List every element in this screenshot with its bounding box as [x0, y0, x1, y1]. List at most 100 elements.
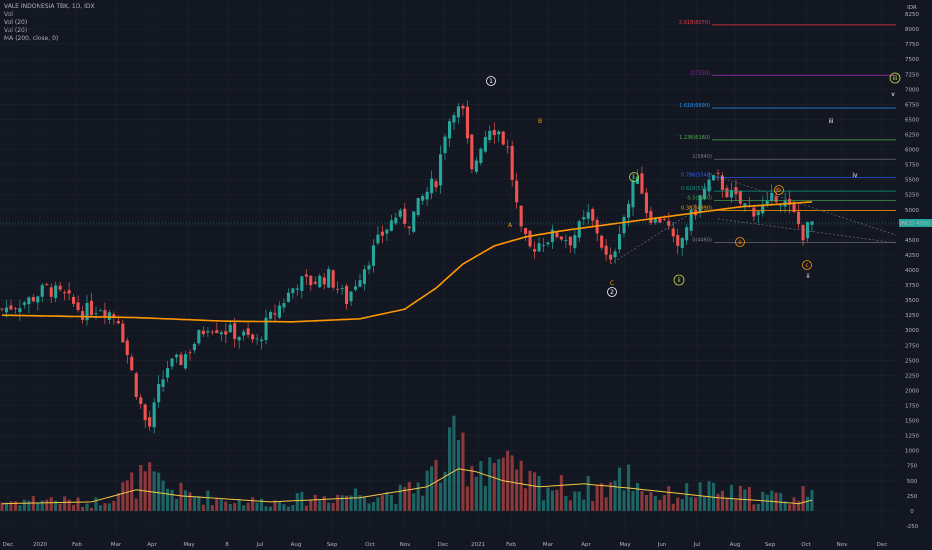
time-tick: Dec — [438, 542, 449, 548]
volume-bar — [385, 492, 389, 511]
volume-bar — [251, 497, 255, 511]
volume-bar — [618, 467, 622, 511]
indicator-vol[interactable]: Vol — [4, 11, 13, 18]
volume-bar — [465, 486, 469, 511]
time-tick: Dec — [877, 542, 888, 548]
candle-body — [564, 240, 568, 241]
volume-bar — [515, 469, 519, 511]
candle-body — [515, 180, 519, 203]
volume-bar — [206, 490, 210, 511]
wave-circle — [629, 172, 639, 182]
volume-bar — [533, 472, 537, 511]
candle-body — [506, 146, 510, 148]
volume-bar — [528, 470, 532, 511]
volume-bar — [550, 490, 554, 511]
volume-bar — [210, 505, 214, 511]
volume-bar — [510, 455, 514, 511]
candle-body — [474, 160, 478, 172]
candle-body — [470, 134, 474, 170]
volume-bar — [631, 491, 635, 511]
candle-body — [201, 330, 205, 335]
fib-label: 0.382(4990) — [681, 205, 712, 211]
candle-body — [488, 130, 492, 140]
volume-bar — [295, 493, 299, 511]
time-tick: Mar — [543, 542, 554, 548]
candle-body — [555, 232, 559, 238]
price-tick: 8000 — [905, 27, 919, 33]
candle-body — [107, 312, 111, 320]
volume-bar — [797, 500, 801, 511]
candle-body — [667, 221, 671, 226]
candle-body — [671, 228, 675, 237]
volume-bar — [125, 480, 129, 511]
candle-body — [161, 379, 165, 387]
candle-body — [197, 330, 201, 344]
candle-body — [72, 297, 76, 304]
candle-body — [676, 235, 680, 246]
candle-body — [76, 302, 80, 310]
candle-body — [631, 180, 635, 208]
candle-body — [166, 368, 170, 378]
candle-body — [255, 338, 259, 340]
volume-bar — [27, 500, 31, 511]
candle-body — [662, 219, 666, 221]
volume-bar — [134, 498, 138, 511]
candle-body — [327, 269, 331, 288]
volume-bar — [412, 493, 416, 511]
volume-bar — [269, 506, 273, 511]
volume-bar — [524, 488, 528, 511]
wave-label: 2 — [610, 289, 614, 296]
indicator-ma200[interactable]: MA (200, close, 0) — [4, 35, 59, 42]
volume-bar — [362, 496, 366, 511]
candle-body — [45, 284, 49, 285]
chart-legend: VALE INDONESIA TBK, 1D, IDX Vol Vol (20)… — [4, 3, 95, 43]
candle-body — [318, 275, 322, 288]
candle-body — [586, 212, 590, 219]
volume-bar — [600, 483, 604, 511]
volume-bar — [456, 440, 460, 511]
candle-body — [112, 314, 116, 318]
candle-body — [448, 121, 452, 139]
volume-bar — [9, 501, 13, 511]
volume-bar — [448, 427, 452, 511]
volume-bar — [224, 501, 228, 511]
candle-body — [541, 245, 545, 246]
price-tick: 6000 — [905, 148, 919, 154]
volume-bar — [653, 496, 657, 511]
candle-body — [394, 217, 398, 224]
volume-bar — [183, 490, 187, 511]
indicator-vol-20-a[interactable]: Vol (20) — [4, 19, 28, 26]
candle-body — [152, 402, 156, 428]
volume-bar — [604, 497, 608, 511]
candle-body — [336, 288, 340, 290]
fib-label: 1.618(6690) — [679, 103, 710, 109]
time-tick: Mar — [111, 542, 122, 548]
candle-body — [371, 245, 375, 266]
volume-bar — [439, 482, 443, 511]
volume-bar — [286, 506, 290, 511]
candle-body — [362, 269, 366, 284]
candle-body — [139, 397, 143, 404]
price-tick: 7000 — [905, 87, 919, 93]
symbol-title[interactable]: VALE INDONESIA TBK, 1D, IDX — [4, 3, 95, 10]
volume-bar — [703, 496, 707, 511]
price-tick: 6750 — [905, 102, 919, 108]
time-tick: Sep — [327, 542, 338, 548]
candle-body — [510, 146, 514, 180]
fib-label: 0.786(5540) — [681, 172, 712, 178]
candle-body — [403, 208, 407, 224]
candle-body — [295, 288, 299, 290]
volume-bar — [770, 490, 774, 511]
volume-bar — [107, 503, 111, 511]
volume-bar — [18, 505, 22, 511]
candle-body — [430, 178, 434, 194]
candle-body — [103, 310, 107, 317]
indicator-vol-20-b[interactable]: Vol (20) — [4, 27, 28, 34]
candle-body — [143, 404, 147, 421]
candle-body — [591, 209, 595, 221]
candle-body — [13, 308, 17, 310]
volume-bar — [756, 503, 760, 511]
candle-body — [237, 337, 241, 341]
candle-body — [345, 285, 349, 304]
